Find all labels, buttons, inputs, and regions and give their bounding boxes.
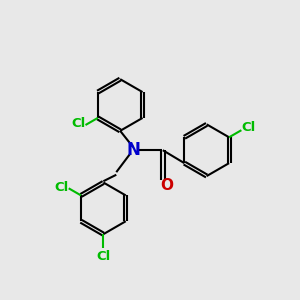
Text: Cl: Cl: [71, 117, 85, 130]
Text: O: O: [160, 178, 173, 194]
Text: N: N: [126, 141, 140, 159]
Text: Cl: Cl: [242, 121, 256, 134]
Text: Cl: Cl: [96, 250, 110, 262]
Text: Cl: Cl: [54, 181, 69, 194]
